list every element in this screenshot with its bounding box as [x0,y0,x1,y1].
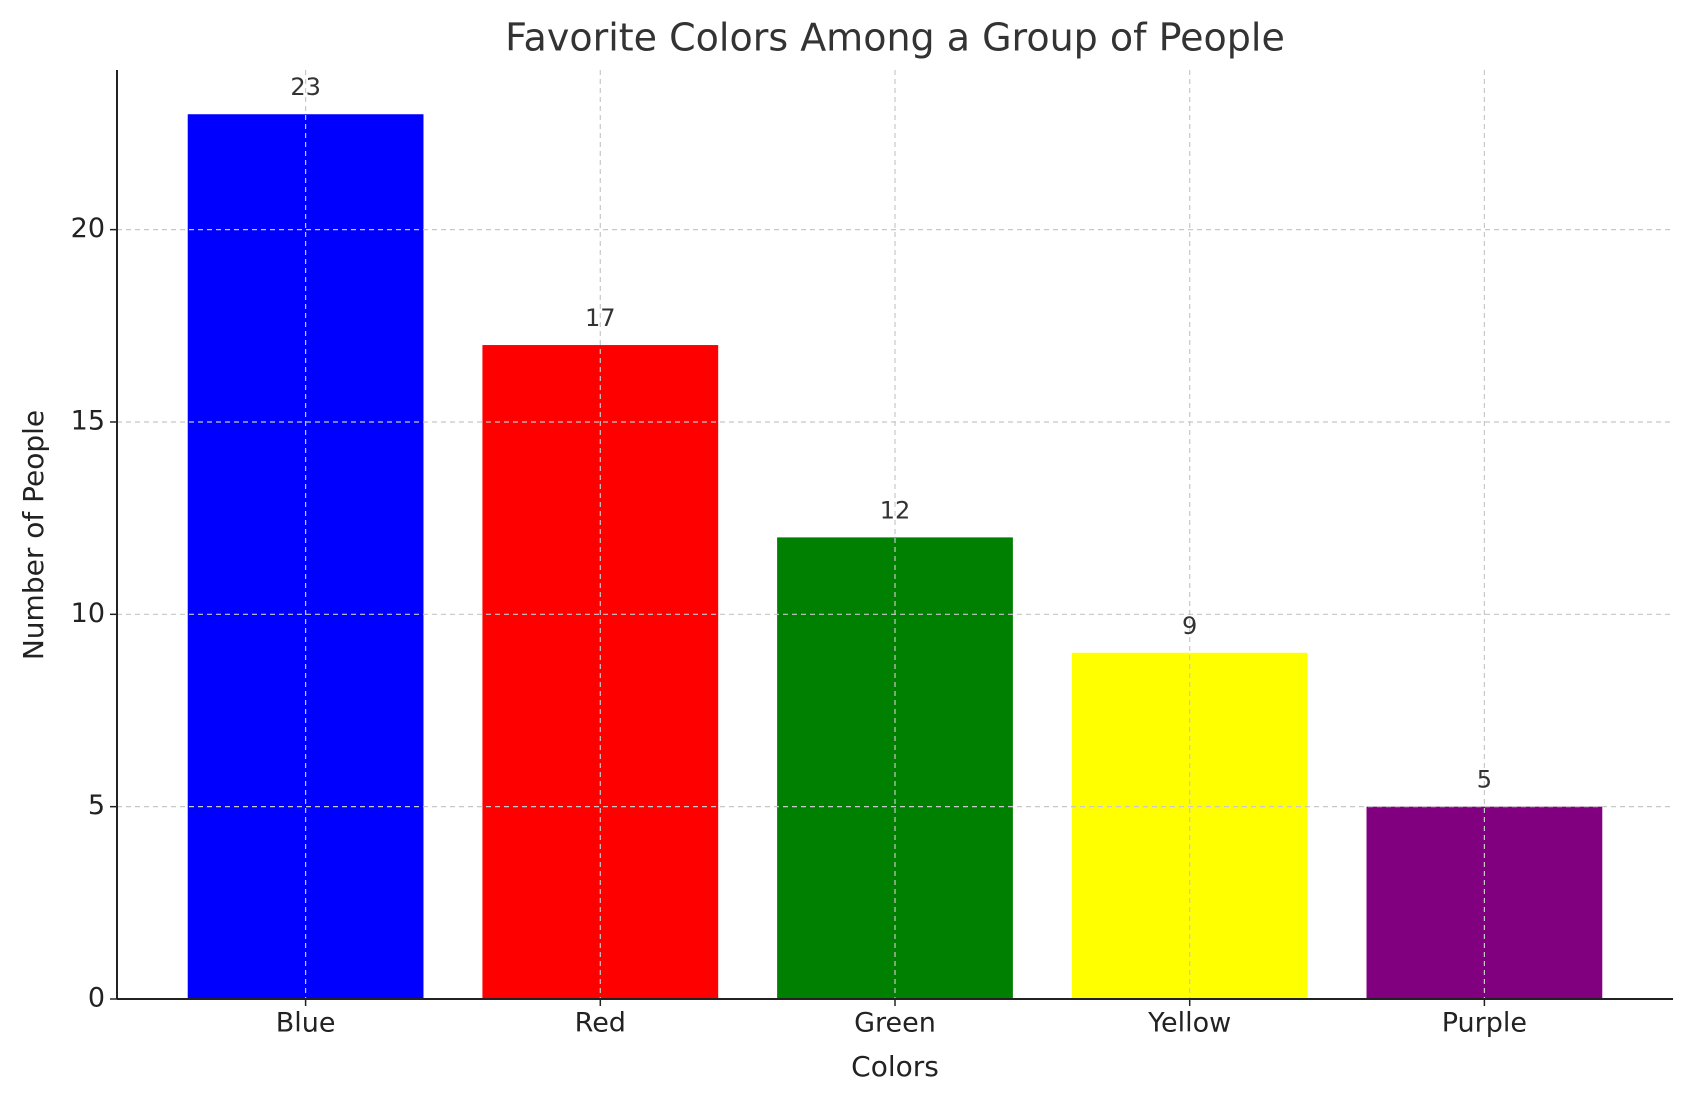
data-label: 23 [290,73,321,101]
data-label: 17 [585,304,616,332]
x-axis-label: Colors [851,1050,939,1083]
y-tick-label: 0 [88,983,105,1014]
data-label: 12 [880,496,911,524]
x-tick-label: Red [575,1008,626,1039]
x-tick-label: Purple [1442,1008,1527,1039]
chart-title: Favorite Colors Among a Group of People [505,16,1285,60]
x-tick-label: Yellow [1147,1008,1231,1039]
data-label: 9 [1182,612,1197,640]
y-axis-label: Number of People [17,410,50,660]
x-tick-label: Blue [276,1008,336,1039]
y-tick-label: 5 [88,790,105,821]
data-label: 5 [1477,766,1492,794]
x-tick-label: Green [854,1008,936,1039]
y-tick-label: 15 [71,405,105,436]
y-tick-label: 20 [71,213,105,244]
y-tick-label: 10 [71,598,105,629]
